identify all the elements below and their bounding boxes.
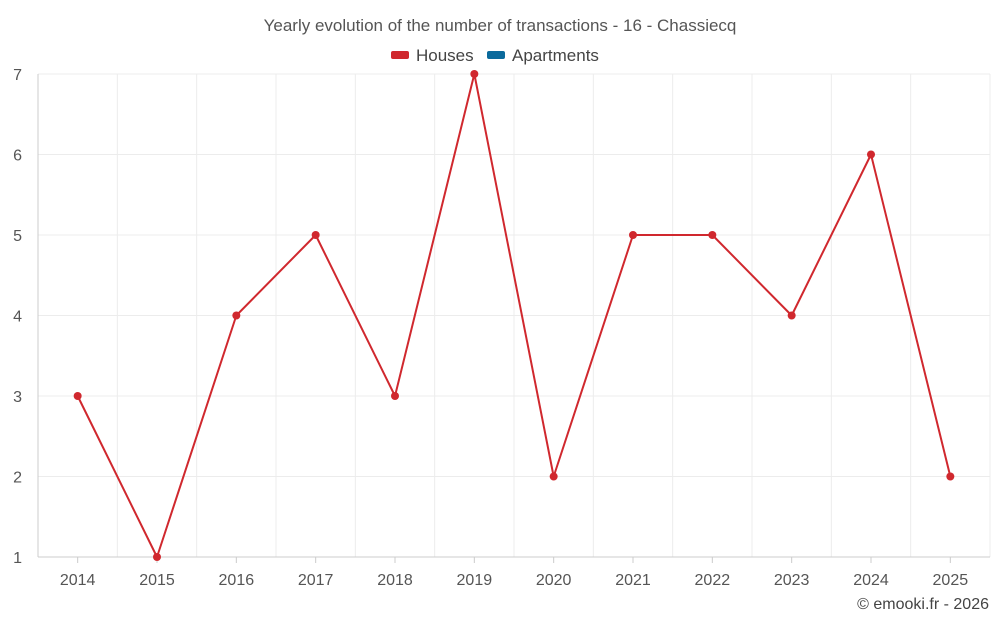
x-tick-label: 2015 [139,572,175,589]
plot-area [73,70,955,561]
legend-swatch-houses [391,51,409,59]
y-tick-label: 7 [13,67,22,84]
x-tick-label: 2023 [774,572,810,589]
x-tick-label: 2016 [219,572,255,589]
chart-title: Yearly evolution of the number of transa… [264,16,737,35]
y-tick-label: 2 [13,470,22,487]
x-tick-label: 2022 [695,572,731,589]
data-point[interactable] [391,392,399,400]
y-tick-label: 3 [13,389,22,406]
credit: © emooki.fr - 2026 [857,596,989,613]
legend-item-houses[interactable]: Houses [391,46,474,65]
y-tick-label: 5 [13,228,22,245]
y-axis: 1 2 3 4 5 6 7 [13,67,39,567]
series-line-houses [76,73,952,558]
x-tick-label: 2019 [457,572,493,589]
legend-swatch-apartments [487,51,505,59]
data-point[interactable] [470,70,479,78]
data-point[interactable] [232,311,241,320]
x-tick-label: 2025 [933,572,969,589]
x-tick-label: 2021 [615,572,651,589]
data-point[interactable] [867,150,875,159]
data-point[interactable] [73,392,82,400]
data-point[interactable] [946,472,955,481]
x-tick-label: 2024 [853,572,889,589]
data-point[interactable] [549,472,558,481]
x-tick-label: 2017 [298,572,334,589]
data-point[interactable] [787,311,796,320]
y-tick-label: 1 [13,550,22,567]
y-tick-label: 4 [13,309,22,326]
legend: Houses Apartments [391,46,599,65]
legend-label-apartments: Apartments [512,46,599,65]
data-point[interactable] [629,231,637,239]
legend-item-apartments[interactable]: Apartments [487,46,599,65]
data-point[interactable] [708,231,717,239]
x-tick-label: 2020 [536,572,572,589]
legend-label-houses: Houses [416,46,474,65]
x-tick-label: 2014 [60,572,96,589]
data-point[interactable] [311,231,320,239]
x-axis: 2014 2015 2016 2017 2018 2019 2020 2021 2022 2023… [38,556,990,589]
data-point[interactable] [153,553,161,561]
x-tick-label: 2018 [377,572,413,589]
y-tick-label: 6 [13,148,22,165]
